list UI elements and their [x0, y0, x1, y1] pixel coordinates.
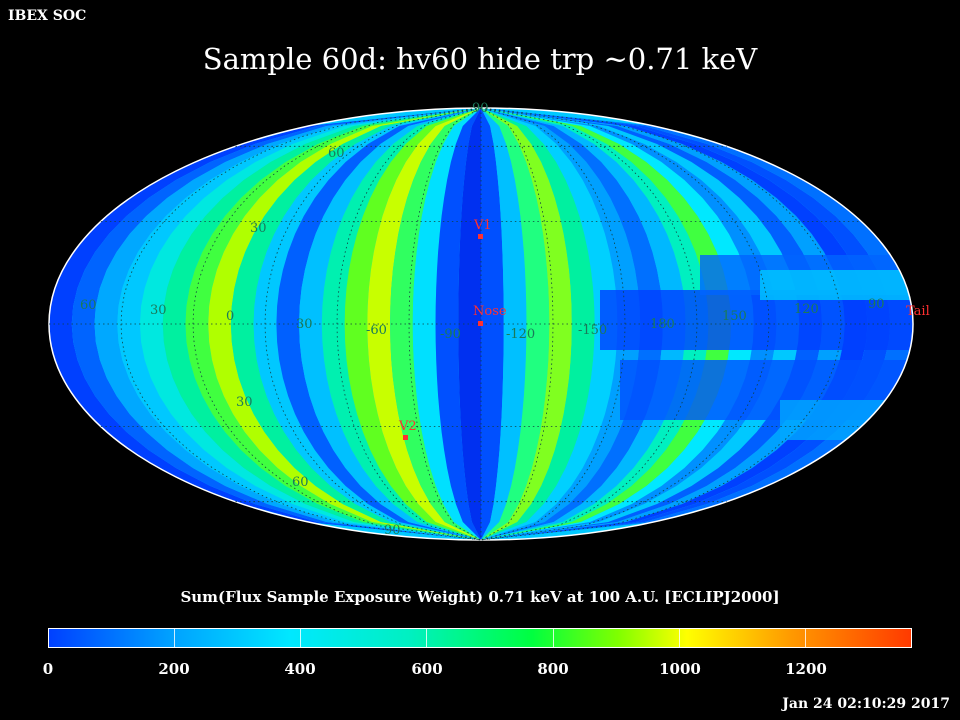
map-band [321, 108, 481, 540]
latitude-labels: 90 60 30 30 60 90 [236, 101, 489, 538]
longitude-labels: 60 30 0 30 -60 -90 -120 -150 180 150 120… [80, 297, 885, 342]
lon-label: 60 [80, 298, 97, 313]
colorbar-tick [804, 628, 806, 648]
map-band [390, 108, 481, 540]
graticule-meridian [120, 107, 482, 541]
marker-nose [478, 321, 483, 326]
colorbar-tick-label: 400 [284, 660, 316, 678]
lon-label: 30 [150, 303, 167, 318]
lon-label: 30 [296, 317, 313, 332]
timestamp: Jan 24 02:10:29 2017 [782, 696, 950, 712]
map-patch [780, 400, 913, 440]
lon-label: 150 [722, 309, 747, 324]
graticule-meridian [192, 107, 482, 541]
graticule-meridian [408, 107, 482, 541]
graticule [49, 107, 913, 541]
markers: V1 Nose V2 Tail [398, 218, 930, 440]
lon-label: 0 [226, 309, 234, 324]
lon-label: -90 [440, 327, 461, 342]
colorbar-tick-label: 200 [158, 660, 190, 678]
map-band [367, 108, 481, 540]
marker-v2 [403, 435, 408, 440]
lon-label: 120 [794, 302, 819, 317]
colorbar-tick-label: 1000 [659, 660, 701, 678]
sky-map: 60 30 0 30 -60 -90 -120 -150 180 150 120… [48, 101, 930, 541]
colorbar-tick [300, 628, 302, 648]
marker-label-v1: V1 [473, 218, 492, 233]
lon-label: -150 [578, 323, 607, 338]
lat-label: 30 [250, 221, 267, 236]
map-band [481, 108, 572, 540]
lat-label: 60 [328, 146, 345, 161]
graticule-meridian [336, 107, 482, 541]
marker-label-tail: Tail [906, 304, 930, 319]
map-band [481, 108, 550, 540]
map-band [344, 108, 481, 540]
map-band [481, 108, 618, 540]
map-band [435, 108, 481, 540]
colorbar-tick-label: 600 [411, 660, 443, 678]
map-band [412, 108, 481, 540]
map-band [481, 108, 504, 540]
graticule-meridian [480, 107, 698, 541]
lon-label: 90 [868, 297, 885, 312]
lon-label: 180 [650, 317, 675, 332]
graticule-meridian [480, 107, 626, 541]
org-label: IBEX SOC [8, 8, 87, 24]
map-patches [600, 255, 913, 440]
lat-label: 30 [236, 395, 253, 410]
lat-label: 90 [384, 523, 401, 538]
colorbar-tick [678, 628, 680, 648]
colorbar-tick-label: 800 [537, 660, 569, 678]
map-bands [49, 108, 913, 540]
lat-label: 90 [472, 101, 489, 116]
marker-label-nose: Nose [473, 304, 507, 319]
lon-label: -60 [366, 323, 387, 338]
colorbar-tick [48, 628, 49, 648]
map-band [481, 108, 641, 540]
map-band [481, 108, 595, 540]
colorbar-tick [552, 628, 554, 648]
colorbar-title: Sum(Flux Sample Exposure Weight) 0.71 ke… [180, 588, 780, 606]
colorbar-tick-label: 1200 [785, 660, 827, 678]
map-band [458, 108, 481, 540]
graticule-meridian [480, 107, 554, 541]
map-fill [49, 108, 913, 540]
graticule-meridian [480, 107, 842, 541]
marker-label-v2: V2 [398, 419, 417, 434]
graticule-meridian [480, 107, 770, 541]
lon-label: -120 [506, 327, 535, 342]
colorbar-tick [174, 628, 176, 648]
graticule-meridian [264, 107, 482, 541]
marker-v1 [478, 234, 483, 239]
page-title: Sample 60d: hv60 hide trp ~0.71 keV [202, 42, 758, 76]
colorbar-tick [426, 628, 428, 648]
lat-label: 60 [292, 475, 309, 490]
colorbar-tick-label: 0 [42, 660, 54, 678]
colorbar [48, 628, 912, 648]
